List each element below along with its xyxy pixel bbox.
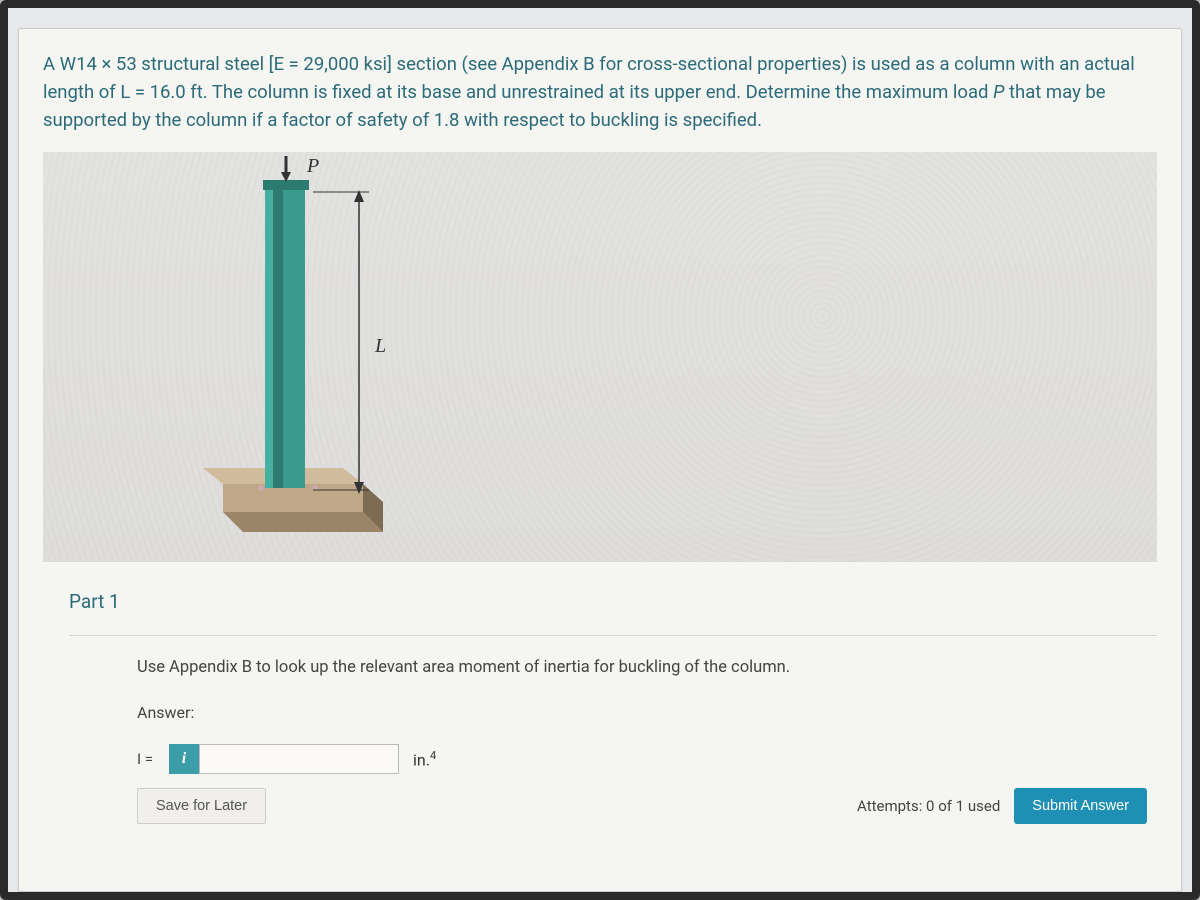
column-svg: P L <box>183 152 443 562</box>
part-title: Part 1 <box>69 590 1157 613</box>
save-for-later-button[interactable]: Save for Later <box>137 788 266 824</box>
part-section: Part 1 Use Appendix B to look up the rel… <box>43 590 1157 824</box>
base-front <box>223 512 383 532</box>
length-label: L <box>374 335 386 357</box>
info-icon[interactable]: i <box>169 744 199 774</box>
part-instruction: Use Appendix B to look up the relevant a… <box>137 658 1157 677</box>
answer-block: Answer: I = i in.4 <box>137 703 1157 774</box>
footer-row: Save for Later Attempts: 0 of 1 used Sub… <box>69 788 1157 824</box>
footer-right: Attempts: 0 of 1 used Submit Answer <box>857 788 1147 824</box>
unit-label: in.4 <box>413 749 436 769</box>
question-panel: A W14 × 53 structural steel [E = 29,000 … <box>18 28 1182 892</box>
load-label: P <box>306 155 319 177</box>
problem-statement: A W14 × 53 structural steel [E = 29,000 … <box>43 51 1157 134</box>
submit-answer-button[interactable]: Submit Answer <box>1014 788 1147 824</box>
variable-label: I = <box>137 750 163 768</box>
answer-label: Answer: <box>137 703 1157 722</box>
column-web <box>283 188 305 488</box>
bolt-left <box>258 485 264 491</box>
column-diagram: P L <box>43 152 1157 562</box>
answer-row: I = i in.4 <box>137 744 1157 774</box>
part-divider <box>69 635 1157 636</box>
base-top-front <box>223 484 363 512</box>
answer-input[interactable] <box>199 744 399 774</box>
attempts-text: Attempts: 0 of 1 used <box>857 797 1000 815</box>
screen-frame: A W14 × 53 structural steel [E = 29,000 … <box>0 0 1200 900</box>
column-flange-left <box>265 188 273 488</box>
